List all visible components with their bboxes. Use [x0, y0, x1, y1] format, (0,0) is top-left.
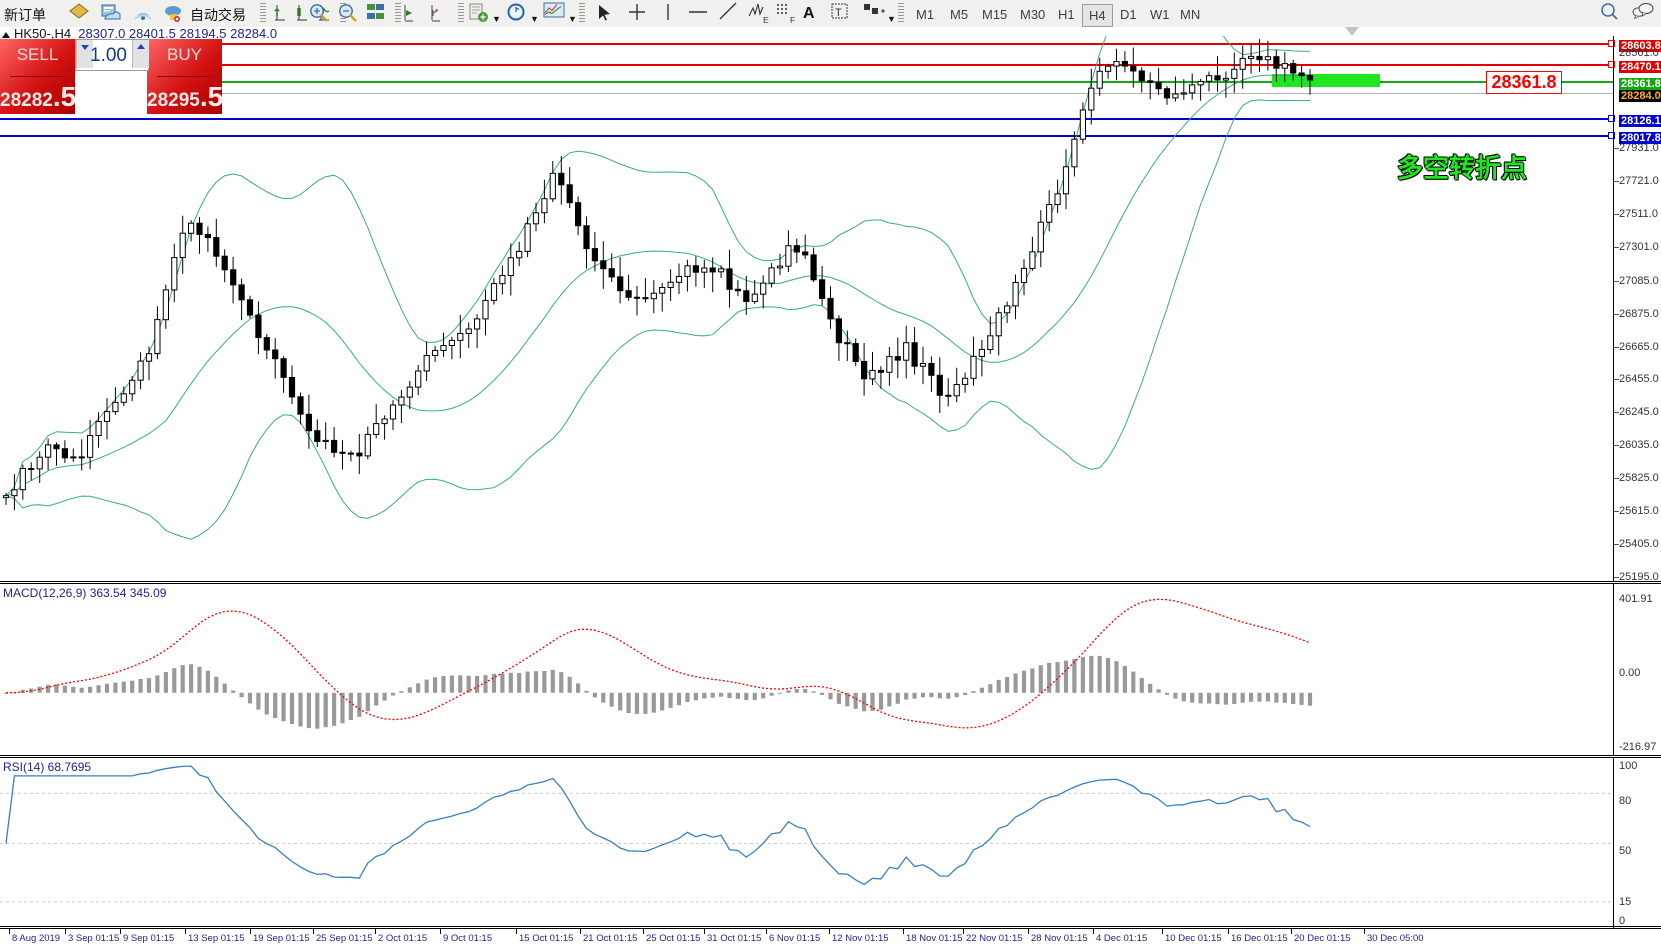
svg-text:E: E: [763, 15, 769, 24]
svg-text:T: T: [835, 7, 842, 19]
svg-text:F: F: [790, 15, 795, 24]
